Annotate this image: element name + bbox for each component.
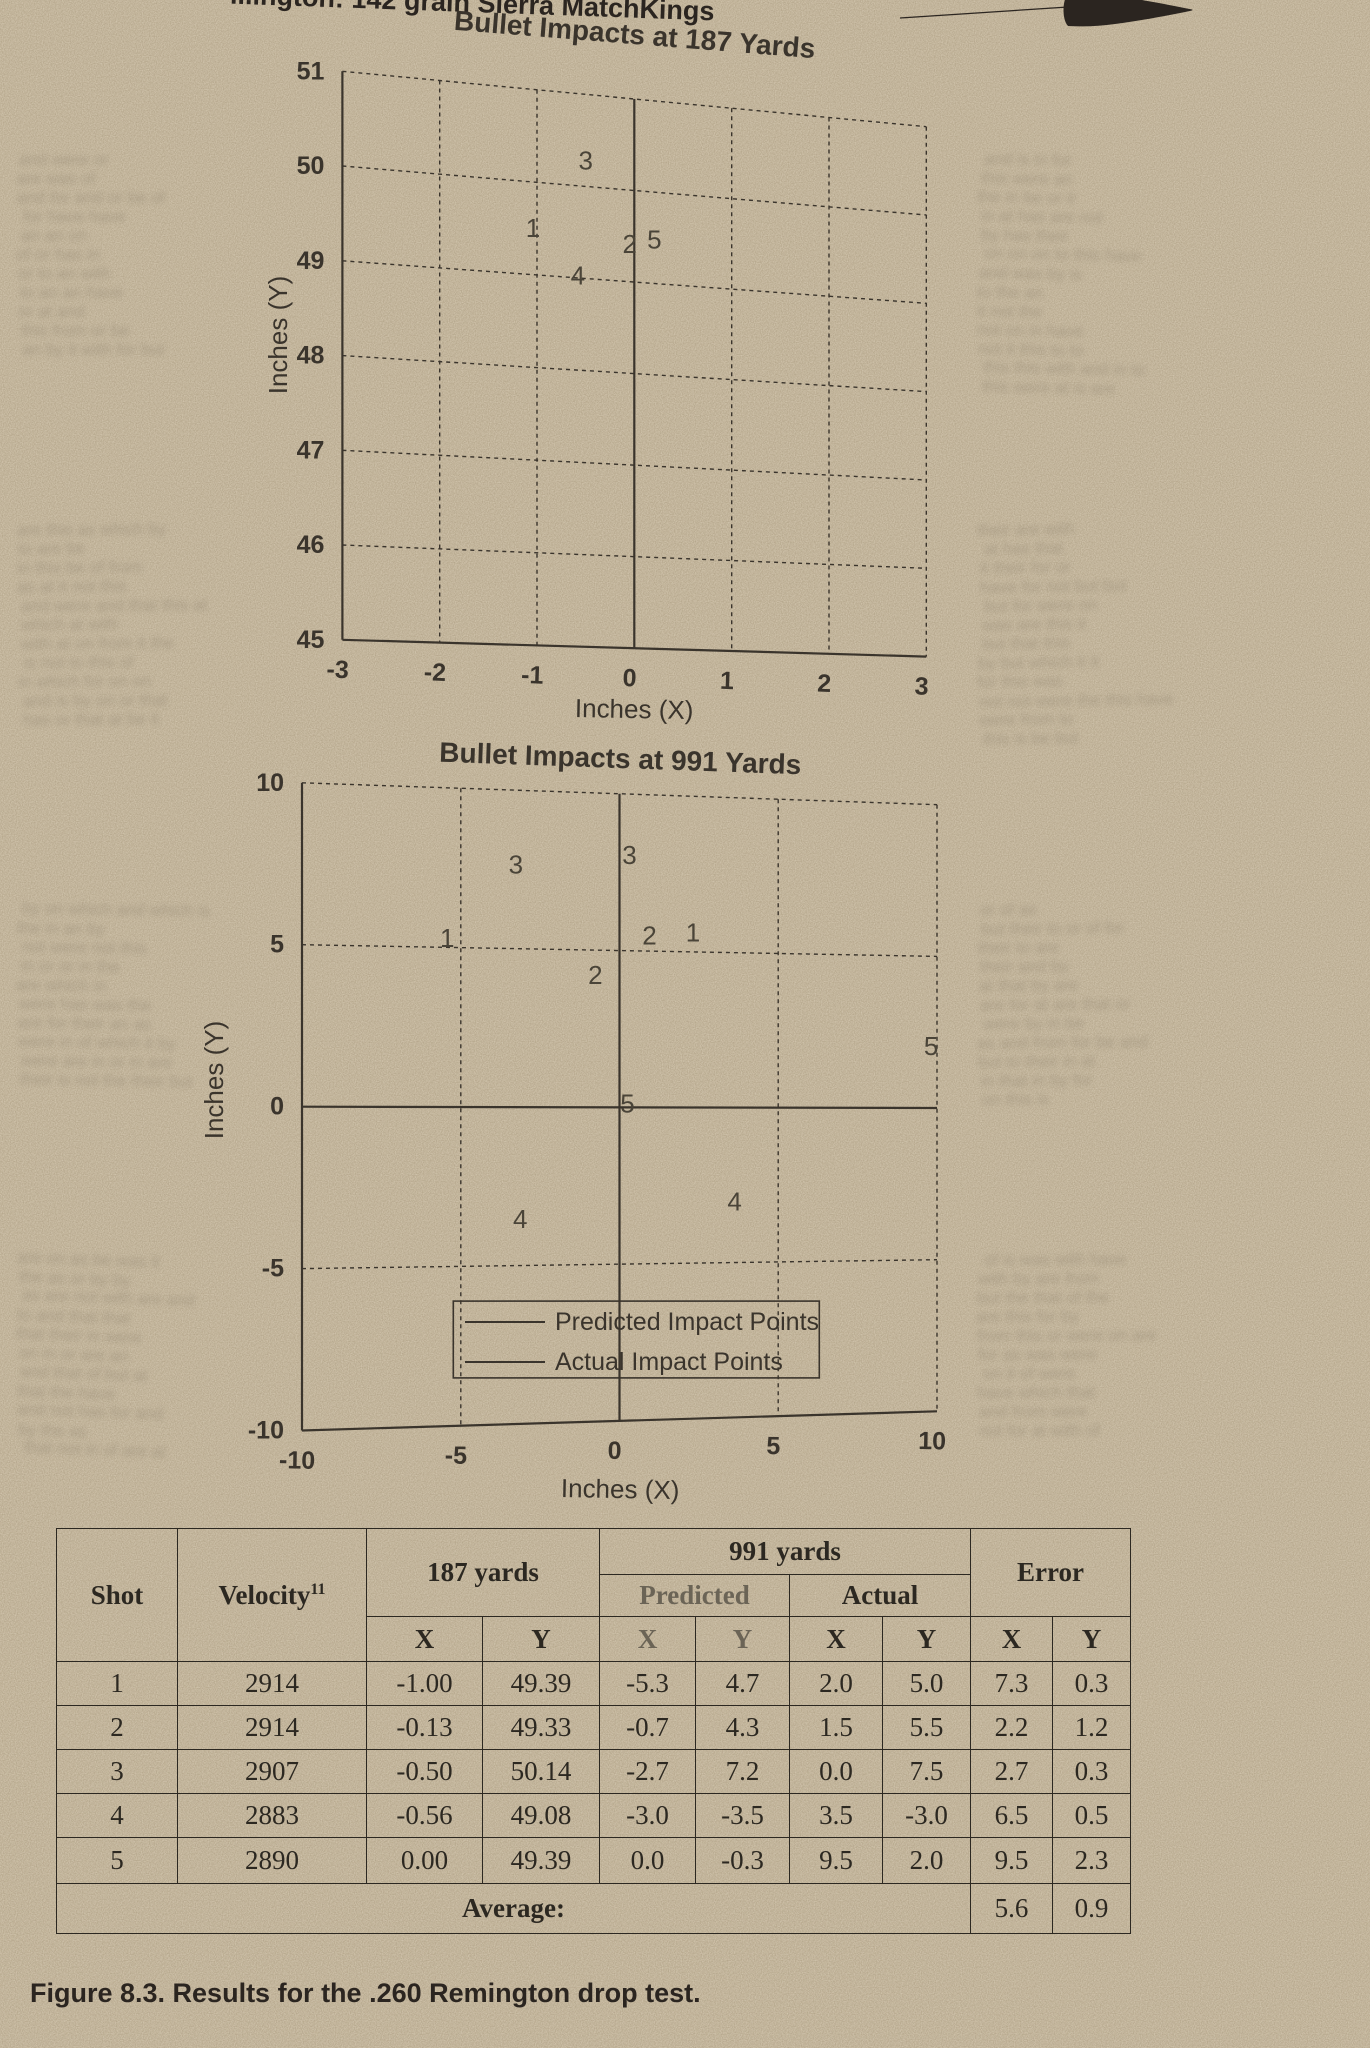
svg-text:Inches (X): Inches (X) — [561, 1473, 680, 1505]
svg-text:1: 1 — [440, 923, 454, 953]
svg-text:2: 2 — [642, 921, 656, 951]
svg-text:5: 5 — [270, 931, 284, 959]
svg-text:5: 5 — [766, 1432, 780, 1460]
svg-text:-5: -5 — [262, 1255, 284, 1283]
svg-text:Inches (Y): Inches (Y) — [199, 1021, 229, 1140]
svg-text:5: 5 — [924, 1031, 938, 1061]
svg-text:5: 5 — [620, 1089, 634, 1119]
svg-text:2: 2 — [588, 960, 602, 990]
svg-text:4: 4 — [513, 1204, 527, 1234]
svg-text:3: 3 — [622, 840, 636, 870]
svg-text:-10: -10 — [279, 1446, 316, 1475]
svg-text:10: 10 — [256, 769, 284, 797]
svg-text:1: 1 — [686, 918, 700, 948]
svg-text:-10: -10 — [248, 1417, 284, 1445]
svg-text:-5: -5 — [445, 1442, 468, 1470]
svg-text:Predicted Impact Points: Predicted Impact Points — [555, 1308, 819, 1336]
svg-text:0: 0 — [607, 1437, 621, 1465]
svg-text:10: 10 — [918, 1427, 946, 1455]
svg-text:Actual Impact Points: Actual Impact Points — [555, 1348, 783, 1376]
svg-text:0: 0 — [270, 1093, 284, 1121]
svg-text:Bullet Impacts at 991 Yards: Bullet Impacts at 991 Yards — [439, 737, 802, 781]
svg-text:4: 4 — [727, 1187, 741, 1217]
svg-text:3: 3 — [509, 849, 523, 879]
